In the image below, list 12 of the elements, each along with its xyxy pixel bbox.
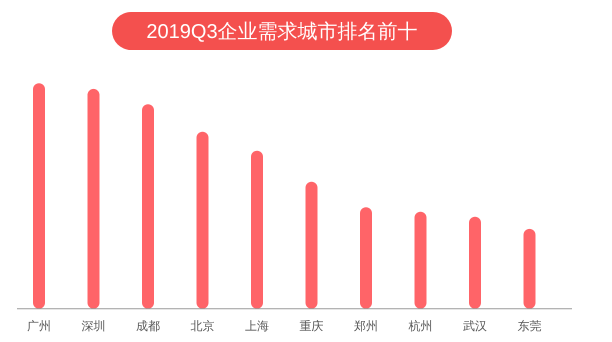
x-tick-label: 郑州	[354, 319, 378, 333]
chart-title: 2019Q3企业需求城市排名前十	[146, 21, 418, 43]
x-tick-label: 北京	[190, 319, 214, 333]
x-tick-label: 武汉	[463, 319, 487, 333]
title: 2019Q3企业需求城市排名前十	[112, 12, 452, 50]
x-tick-label: 上海	[245, 319, 269, 333]
x-tick-label: 杭州	[408, 319, 432, 333]
x-tick-label: 深圳	[82, 319, 106, 333]
x-tick-label: 成都	[136, 319, 160, 333]
x-tick-label: 重庆	[300, 319, 324, 333]
x-tick-label: 东莞	[518, 319, 542, 333]
x-tick-label: 广州	[27, 319, 51, 333]
